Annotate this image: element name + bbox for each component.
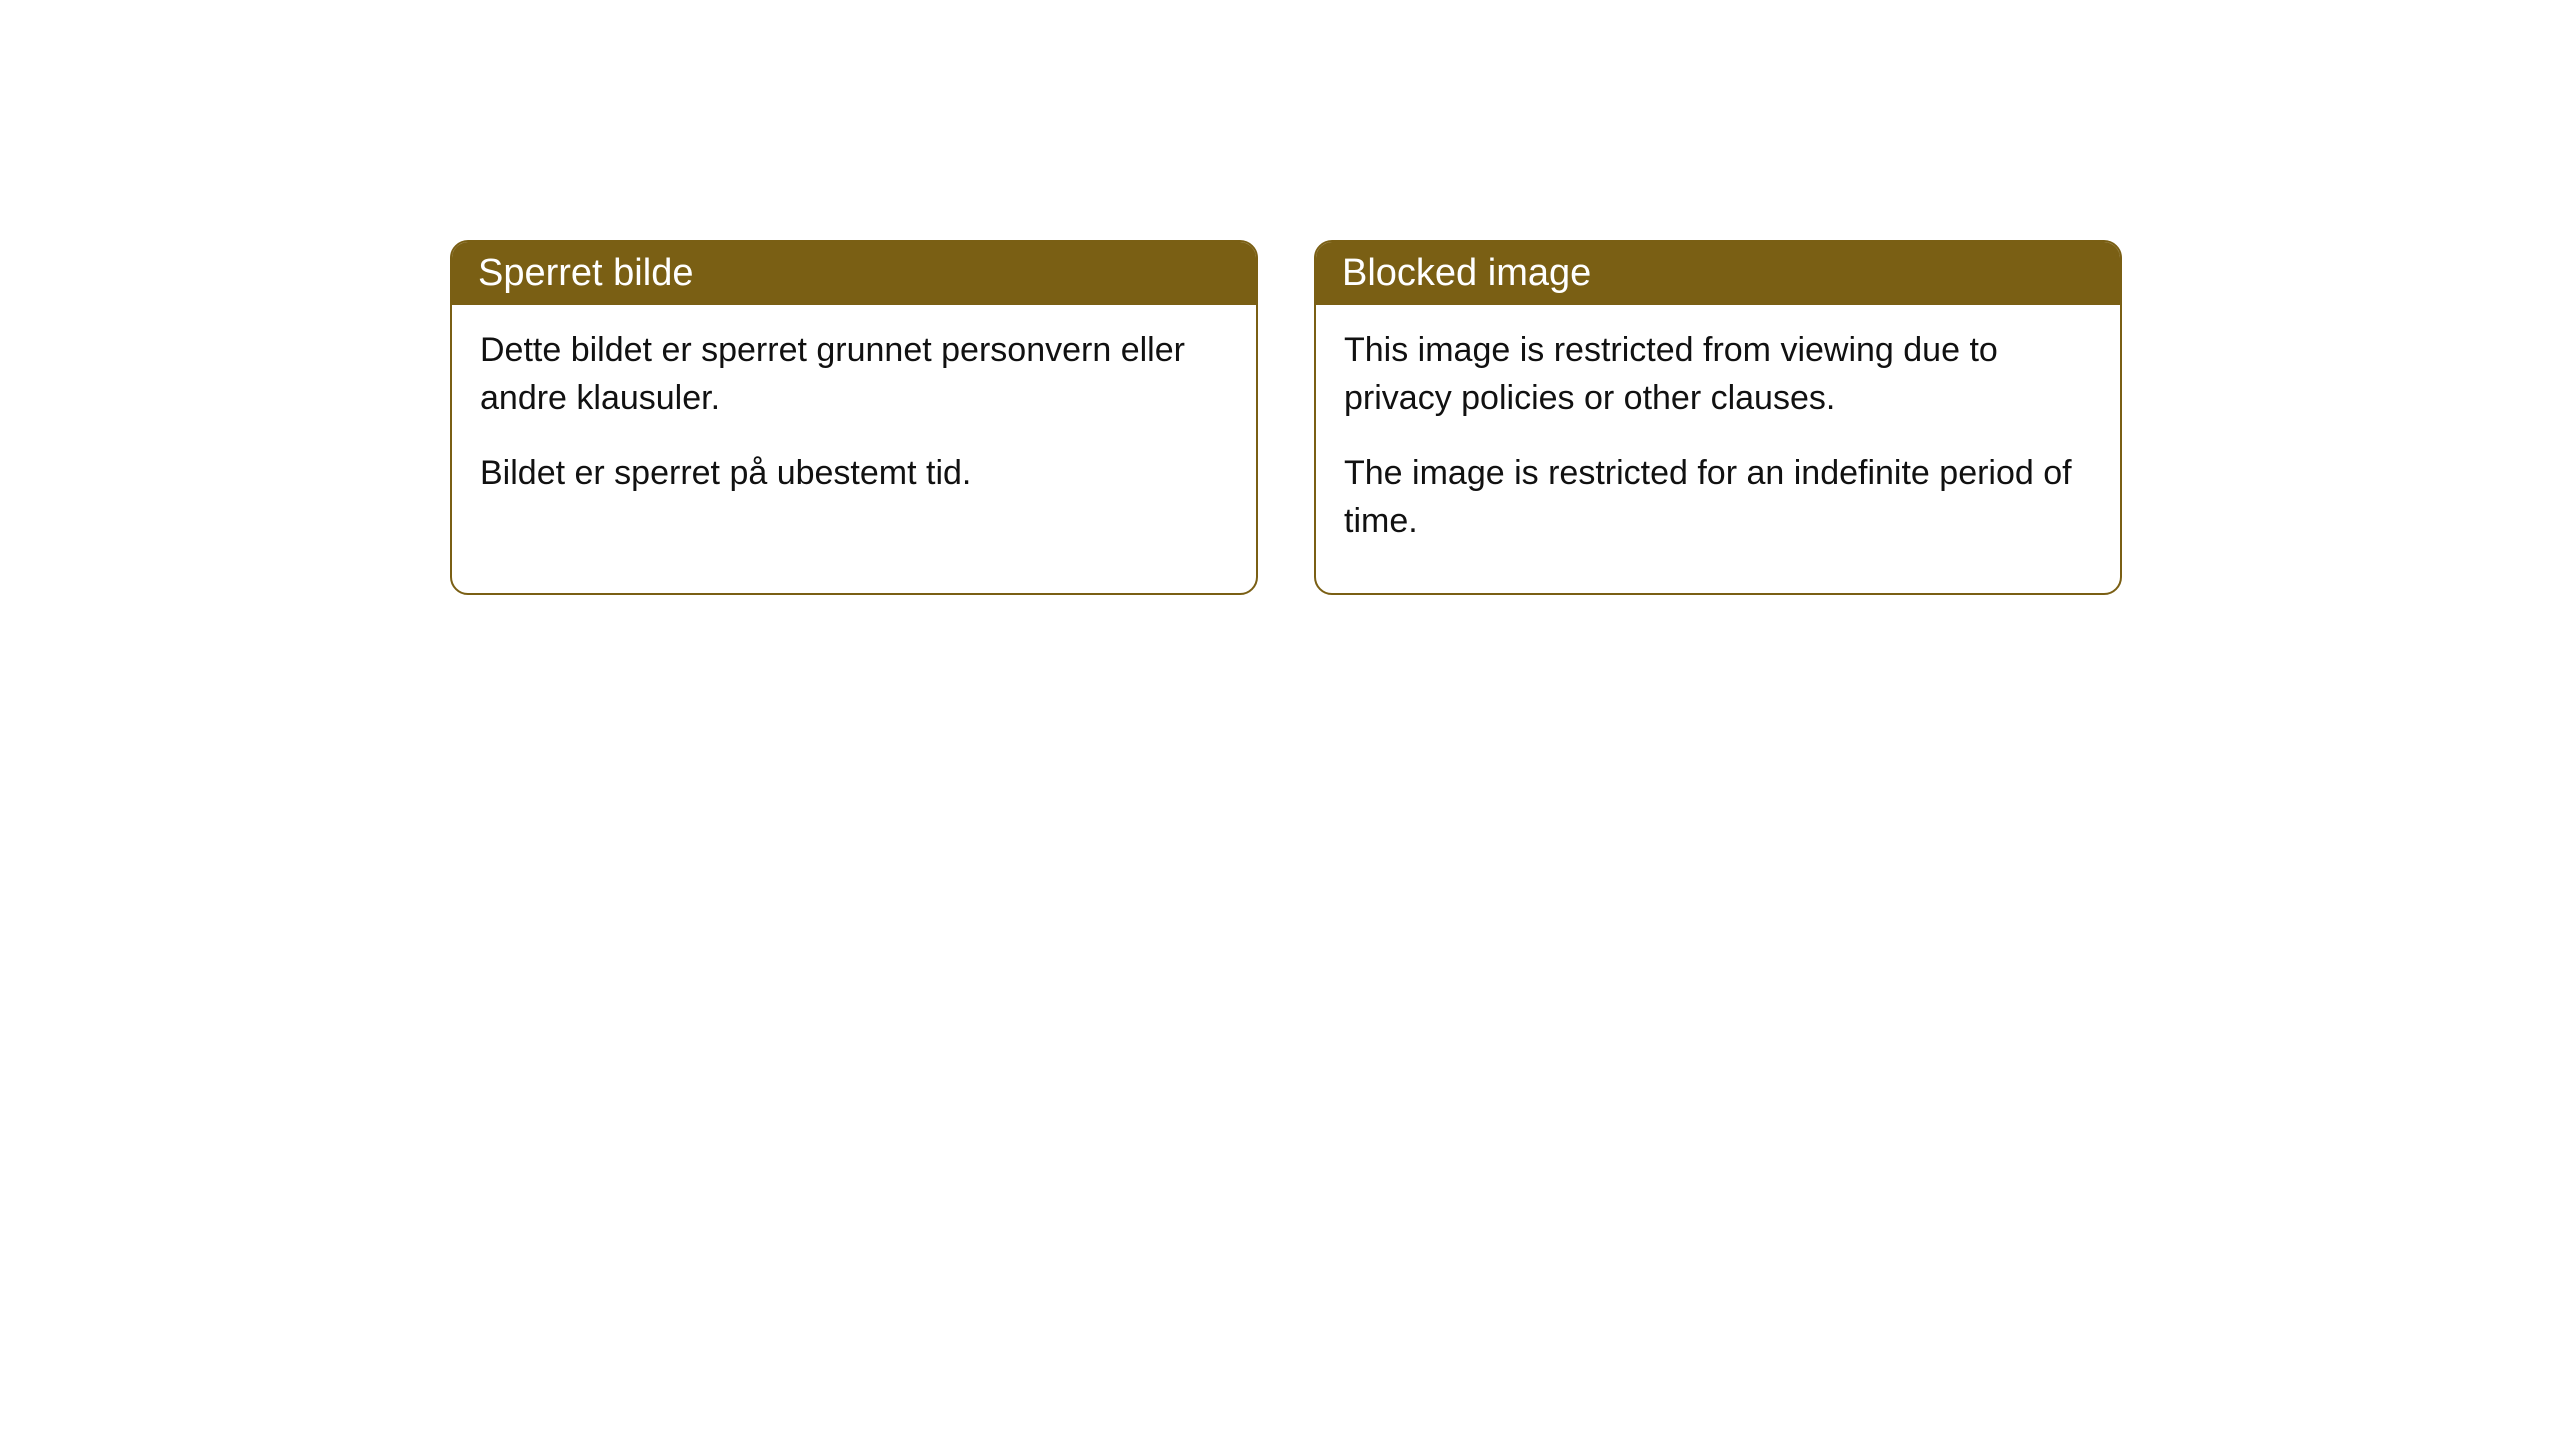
card-header-text: Blocked image xyxy=(1342,252,1591,294)
notice-card-english: Blocked image This image is restricted f… xyxy=(1314,240,2122,595)
notice-card-norwegian: Sperret bilde Dette bildet er sperret gr… xyxy=(450,240,1258,595)
card-body-paragraph: This image is restricted from viewing du… xyxy=(1344,327,2092,422)
card-body-paragraph: Bildet er sperret på ubestemt tid. xyxy=(480,450,1228,498)
card-body-paragraph: Dette bildet er sperret grunnet personve… xyxy=(480,327,1228,422)
card-header-text: Sperret bilde xyxy=(478,252,693,294)
card-header: Sperret bilde xyxy=(452,242,1256,305)
card-header: Blocked image xyxy=(1316,242,2120,305)
notice-cards-container: Sperret bilde Dette bildet er sperret gr… xyxy=(450,240,2122,595)
card-body-paragraph: The image is restricted for an indefinit… xyxy=(1344,450,2092,545)
card-body: Dette bildet er sperret grunnet personve… xyxy=(452,305,1256,546)
card-body: This image is restricted from viewing du… xyxy=(1316,305,2120,593)
